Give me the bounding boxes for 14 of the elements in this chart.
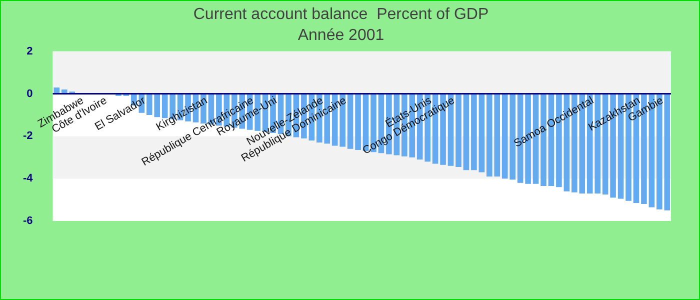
bar bbox=[355, 94, 361, 150]
y-tick-label: -2 bbox=[23, 130, 33, 142]
bar bbox=[456, 94, 462, 167]
bar bbox=[347, 94, 354, 149]
bar bbox=[471, 94, 477, 170]
bar bbox=[54, 87, 60, 94]
bar bbox=[478, 94, 485, 172]
y-tick-label: 0 bbox=[26, 88, 33, 100]
bar bbox=[463, 94, 470, 170]
y-tick-label: 2 bbox=[26, 45, 33, 58]
y-tick-label: -4 bbox=[23, 172, 34, 185]
chart-title: Current account balance Percent of GDP bbox=[193, 6, 489, 24]
chart-subtitle: Année 2001 bbox=[298, 27, 384, 44]
y-tick-label: -6 bbox=[23, 215, 33, 228]
